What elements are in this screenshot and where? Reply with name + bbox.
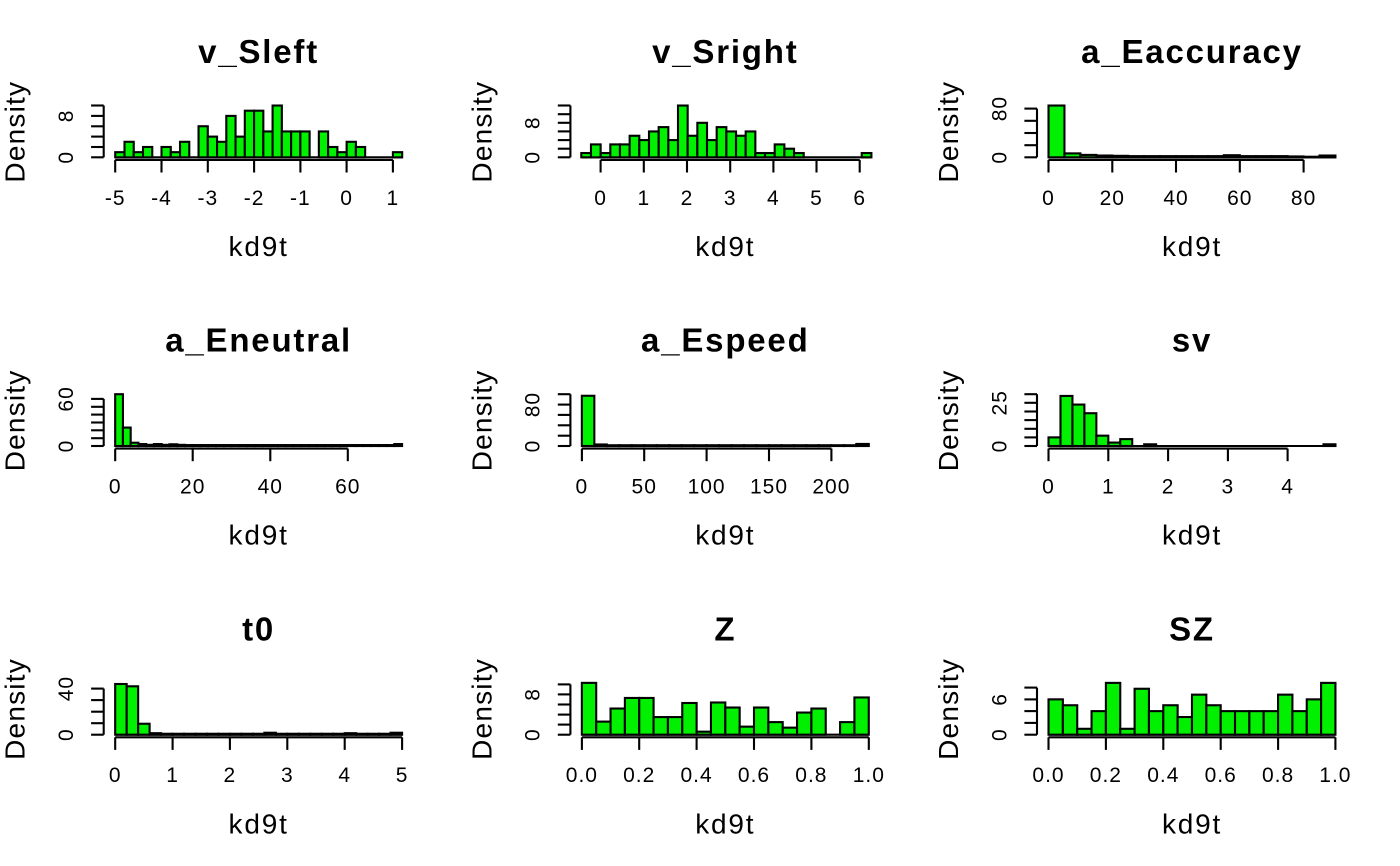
svg-text:0: 0 (109, 764, 122, 787)
svg-text:SZ: SZ (1169, 610, 1215, 647)
svg-text:40: 40 (55, 676, 78, 701)
svg-text:2: 2 (1162, 476, 1175, 499)
svg-text:Density: Density (466, 81, 497, 183)
svg-text:5: 5 (810, 187, 823, 210)
svg-text:25: 25 (988, 390, 1011, 415)
svg-text:kd9t: kd9t (1162, 520, 1222, 551)
svg-text:0.6: 0.6 (1205, 764, 1237, 787)
svg-text:kd9t: kd9t (695, 808, 755, 839)
svg-text:Density: Density (0, 81, 31, 183)
svg-text:kd9t: kd9t (695, 520, 755, 551)
svg-text:2: 2 (224, 764, 237, 787)
svg-text:0: 0 (340, 187, 353, 210)
svg-text:0: 0 (522, 728, 545, 741)
svg-text:Density: Density (933, 370, 964, 472)
svg-text:0: 0 (988, 728, 1011, 741)
svg-text:8: 8 (522, 688, 545, 701)
svg-text:0.4: 0.4 (680, 764, 712, 787)
svg-text:1: 1 (1102, 476, 1115, 499)
svg-text:1: 1 (387, 187, 400, 210)
svg-text:80: 80 (522, 392, 545, 417)
svg-text:5: 5 (396, 764, 409, 787)
svg-text:0: 0 (55, 728, 78, 741)
svg-text:a_Eneutral: a_Eneutral (165, 322, 352, 359)
svg-text:2: 2 (681, 187, 694, 210)
svg-text:1: 1 (166, 764, 179, 787)
svg-text:kd9t: kd9t (695, 231, 755, 262)
svg-text:0: 0 (1042, 187, 1055, 210)
svg-text:t0: t0 (242, 610, 275, 647)
svg-text:0.2: 0.2 (1090, 764, 1122, 787)
svg-text:-4: -4 (151, 187, 172, 210)
svg-text:40: 40 (1163, 187, 1188, 210)
svg-text:-2: -2 (244, 187, 265, 210)
svg-text:0.8: 0.8 (795, 764, 827, 787)
svg-text:0.2: 0.2 (623, 764, 655, 787)
svg-text:0: 0 (594, 187, 607, 210)
svg-text:3: 3 (724, 187, 737, 210)
svg-text:8: 8 (522, 116, 545, 129)
svg-text:6: 6 (853, 187, 866, 210)
svg-text:0.8: 0.8 (1262, 764, 1294, 787)
svg-text:1: 1 (637, 187, 650, 210)
svg-text:Density: Density (933, 81, 964, 183)
svg-text:8: 8 (55, 110, 78, 123)
svg-text:20: 20 (1100, 187, 1125, 210)
svg-text:60: 60 (335, 476, 360, 499)
svg-text:3: 3 (1222, 476, 1235, 499)
svg-text:kd9t: kd9t (229, 520, 289, 551)
svg-text:a_Eaccuracy: a_Eaccuracy (1081, 33, 1303, 70)
svg-text:200: 200 (812, 476, 850, 499)
svg-text:Density: Density (933, 658, 964, 760)
svg-text:6: 6 (988, 693, 1011, 706)
svg-text:0: 0 (988, 151, 1011, 164)
svg-text:-3: -3 (197, 187, 218, 210)
svg-text:Z: Z (714, 610, 736, 647)
svg-text:3: 3 (281, 764, 294, 787)
svg-text:4: 4 (338, 764, 351, 787)
svg-text:40: 40 (258, 476, 283, 499)
svg-text:-5: -5 (105, 187, 126, 210)
svg-text:Density: Density (466, 658, 497, 760)
svg-text:0: 0 (522, 440, 545, 453)
svg-text:kd9t: kd9t (1162, 231, 1222, 262)
svg-text:1.0: 1.0 (853, 764, 885, 787)
svg-text:kd9t: kd9t (1162, 808, 1222, 839)
svg-text:100: 100 (688, 476, 726, 499)
svg-text:0: 0 (1042, 476, 1055, 499)
svg-text:-1: -1 (290, 187, 311, 210)
svg-text:v_Sright: v_Sright (652, 33, 798, 70)
svg-text:0: 0 (55, 440, 78, 453)
svg-text:0: 0 (109, 476, 122, 499)
svg-text:1.0: 1.0 (1319, 764, 1351, 787)
svg-text:0: 0 (988, 440, 1011, 453)
svg-text:0.4: 0.4 (1147, 764, 1179, 787)
svg-text:0: 0 (522, 151, 545, 164)
svg-text:4: 4 (1281, 476, 1294, 499)
svg-text:150: 150 (750, 476, 788, 499)
svg-text:sv: sv (1172, 322, 1212, 359)
svg-text:Density: Density (0, 370, 31, 472)
svg-text:Density: Density (0, 658, 31, 760)
svg-text:a_Espeed: a_Espeed (641, 322, 810, 359)
svg-text:v_Sleft: v_Sleft (198, 33, 319, 70)
svg-text:80: 80 (988, 96, 1011, 121)
svg-text:80: 80 (1291, 187, 1316, 210)
svg-text:50: 50 (632, 476, 657, 499)
svg-text:0.0: 0.0 (1032, 764, 1064, 787)
svg-text:0: 0 (576, 476, 589, 499)
svg-text:0.6: 0.6 (738, 764, 770, 787)
svg-text:kd9t: kd9t (229, 231, 289, 262)
svg-text:60: 60 (55, 386, 78, 411)
svg-text:0.0: 0.0 (566, 764, 598, 787)
svg-text:kd9t: kd9t (229, 808, 289, 839)
svg-text:0: 0 (55, 151, 78, 164)
svg-text:Density: Density (466, 370, 497, 472)
svg-text:20: 20 (180, 476, 205, 499)
svg-text:60: 60 (1227, 187, 1252, 210)
svg-text:4: 4 (767, 187, 780, 210)
